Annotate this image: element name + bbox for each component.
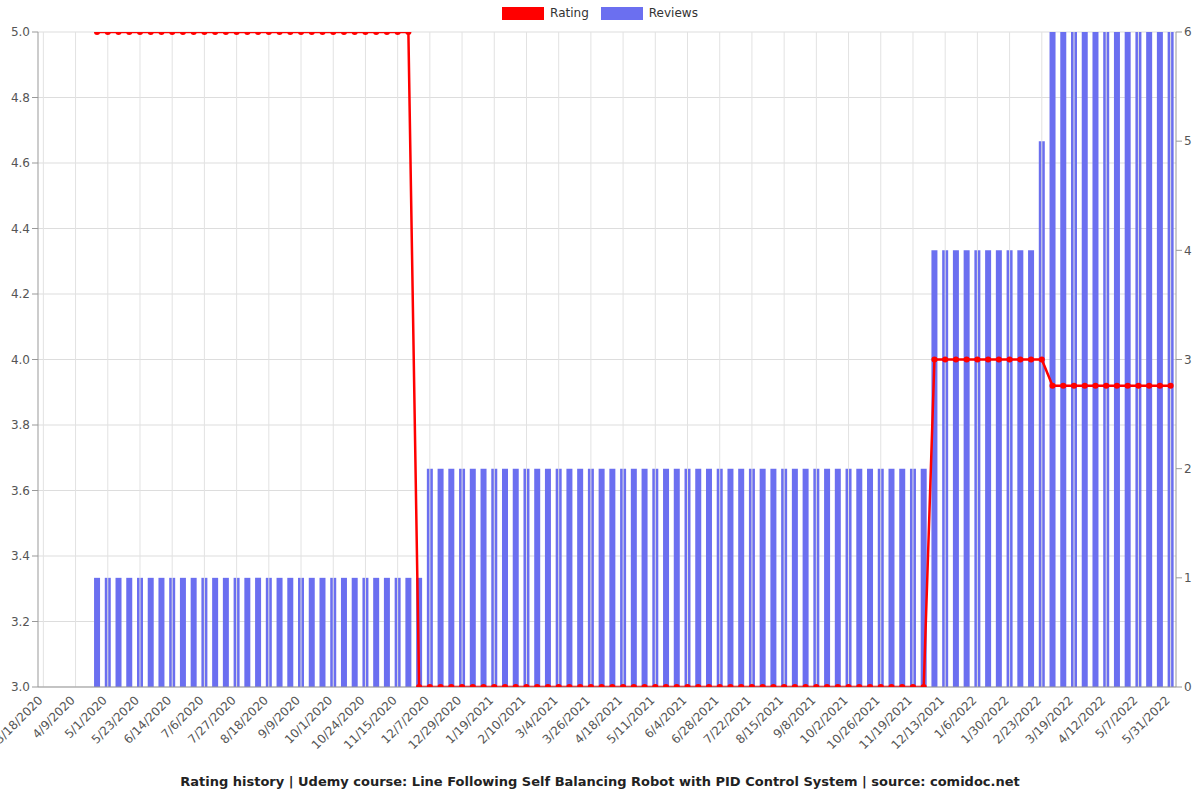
svg-text:8/15/2021: 8/15/2021 — [732, 693, 787, 747]
svg-text:4.6: 4.6 — [11, 156, 30, 170]
svg-text:5/11/2021: 5/11/2021 — [604, 693, 658, 747]
svg-text:1/30/2022: 1/30/2022 — [958, 693, 1012, 747]
html-text:Rating: Rating — [550, 6, 589, 20]
svg-text:1/19/2021: 1/19/2021 — [443, 693, 497, 747]
svg-text:11/19/2021: 11/19/2021 — [856, 693, 916, 752]
svg-text:4/18/2021: 4/18/2021 — [571, 693, 626, 747]
svg-text:10/24/2020: 10/24/2020 — [308, 693, 368, 752]
svg-text:12/7/2020: 12/7/2020 — [378, 693, 432, 747]
svg-text:6: 6 — [1184, 25, 1192, 39]
svg-text:4: 4 — [1184, 244, 1192, 258]
svg-text:5/31/2022: 5/31/2022 — [1119, 693, 1172, 746]
svg-text:7/6/2020: 7/6/2020 — [158, 693, 207, 742]
svg-text:5.0: 5.0 — [11, 25, 30, 39]
svg-text:1/6/2022: 1/6/2022 — [931, 693, 980, 742]
svg-text:11/15/2020: 11/15/2020 — [341, 693, 400, 752]
svg-text:3/19/2022: 3/19/2022 — [1022, 693, 1077, 747]
svg-text:2/10/2021: 2/10/2021 — [475, 693, 529, 747]
svg-text:4.0: 4.0 — [11, 353, 30, 367]
svg-text:3.0: 3.0 — [11, 680, 30, 694]
svg-text:4.4: 4.4 — [11, 222, 30, 236]
svg-text:4.8: 4.8 — [11, 91, 30, 105]
svg-text:10/26/2021: 10/26/2021 — [824, 693, 883, 752]
svg-text:2/23/2022: 2/23/2022 — [990, 693, 1044, 747]
svg-text:5/1/2020: 5/1/2020 — [61, 693, 110, 742]
html-text:Rating history | Udemy course:: Rating history | Udemy course: Line Foll… — [180, 774, 1020, 789]
svg-text:3.6: 3.6 — [11, 484, 30, 498]
svg-text:6/4/2021: 6/4/2021 — [641, 693, 690, 742]
svg-text:8/18/2020: 8/18/2020 — [217, 693, 271, 747]
svg-text:5/7/2022: 5/7/2022 — [1092, 693, 1141, 742]
svg-text:1: 1 — [1184, 571, 1192, 585]
svg-text:12/29/2020: 12/29/2020 — [405, 693, 465, 752]
svg-text:10/1/2020: 10/1/2020 — [281, 693, 336, 747]
svg-text:3/26/2021: 3/26/2021 — [539, 693, 593, 747]
svg-text:3/4/2021: 3/4/2021 — [512, 693, 561, 742]
svg-text:3.2: 3.2 — [11, 615, 30, 629]
svg-text:5: 5 — [1184, 134, 1192, 148]
svg-text:2: 2 — [1184, 462, 1192, 476]
svg-text:7/27/2020: 7/27/2020 — [185, 693, 239, 747]
svg-text:3.4: 3.4 — [11, 549, 30, 563]
svg-text:9/8/2021: 9/8/2021 — [770, 693, 819, 742]
svg-text:4.2: 4.2 — [11, 287, 30, 301]
svg-text:3: 3 — [1184, 353, 1192, 367]
html-text:Reviews: Reviews — [648, 6, 698, 20]
svg-text:4/9/2020: 4/9/2020 — [29, 693, 78, 742]
svg-text:12/13/2021: 12/13/2021 — [888, 693, 947, 752]
svg-text:0: 0 — [1184, 680, 1192, 694]
svg-text:7/22/2021: 7/22/2021 — [700, 693, 755, 747]
svg-text:6/14/2020: 6/14/2020 — [120, 693, 175, 747]
svg-text:3.8: 3.8 — [11, 418, 30, 432]
svg-text:4/12/2022: 4/12/2022 — [1054, 693, 1109, 747]
svg-text:10/2/2021: 10/2/2021 — [797, 693, 851, 747]
svg-text:9/9/2020: 9/9/2020 — [255, 693, 304, 742]
svg-text:5/23/2020: 5/23/2020 — [88, 693, 143, 747]
svg-text:6/28/2021: 6/28/2021 — [668, 693, 722, 747]
